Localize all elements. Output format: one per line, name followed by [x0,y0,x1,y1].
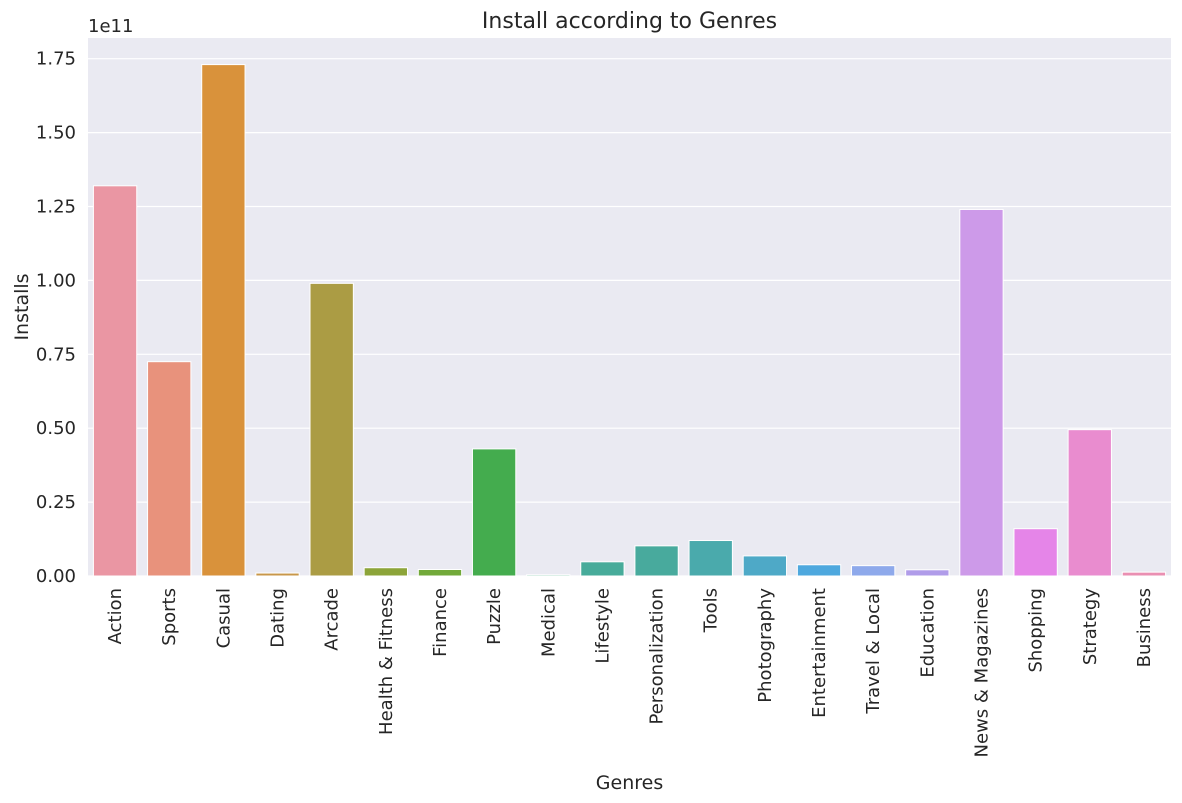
bar [526,574,571,577]
y-offset-label: 1e11 [88,16,133,37]
bar [796,564,842,577]
bars [92,64,1167,577]
x-tick-labels: Action Sports Casual Dating Arcade Health & F… [105,588,1155,758]
y-tick-label: 1.00 [36,270,76,291]
x-tick-label: Action [105,588,126,644]
y-tick-label: 0.00 [36,566,76,587]
x-tick-label: Dating [268,588,289,648]
bar [1121,571,1167,577]
bar [363,567,408,577]
x-tick-label: Sports [159,588,180,646]
x-tick-label: Shopping [1026,588,1047,673]
x-axis-label: Genres [596,772,663,794]
grid-lines [88,58,1171,577]
plot-background [88,38,1171,576]
bar [1013,528,1058,577]
y-tick-labels: 0.00 0.25 0.50 0.75 1.00 1.25 1.50 1.75 [36,49,76,587]
x-tick-label: Personalization [647,588,668,724]
x-tick-label: Arcade [322,588,343,651]
x-tick-label: Puzzle [484,588,505,645]
x-tick-label: Photography [755,588,776,703]
bar [959,208,1004,577]
bar [905,569,950,577]
bar [580,561,625,577]
x-tick-label: Entertainment [809,588,830,718]
y-axis-label: Installs [11,273,33,340]
bar [147,361,192,577]
bar [92,185,138,577]
bar [201,64,246,577]
chart-title: Install according to Genres [482,9,777,34]
x-tick-label: Health & Fitness [376,588,397,735]
bar [471,448,517,577]
x-tick-label: Finance [430,588,451,657]
bar [1067,429,1112,577]
bar [688,540,733,577]
bar [742,555,788,577]
bar [309,282,354,577]
x-tick-label: Business [1134,588,1155,667]
bar [851,565,896,577]
y-tick-label: 1.50 [36,123,76,144]
x-tick-label: Travel & Local [863,588,884,715]
y-tick-label: 1.25 [36,196,76,217]
x-tick-label: Casual [213,588,234,648]
bar [417,568,463,577]
bar [634,545,679,577]
x-tick-label: Strategy [1080,588,1101,665]
x-tick-label: Medical [538,588,559,657]
x-tick-label: Lifestyle [592,588,613,664]
y-tick-label: 0.25 [36,492,76,513]
x-tick-label: Education [917,588,938,678]
y-tick-label: 0.75 [36,344,76,365]
y-tick-label: 0.50 [36,418,76,439]
x-tick-label: Tools [701,588,722,633]
y-tick-label: 1.75 [36,49,76,70]
bar [255,572,300,577]
x-tick-label: News & Magazines [971,588,992,757]
